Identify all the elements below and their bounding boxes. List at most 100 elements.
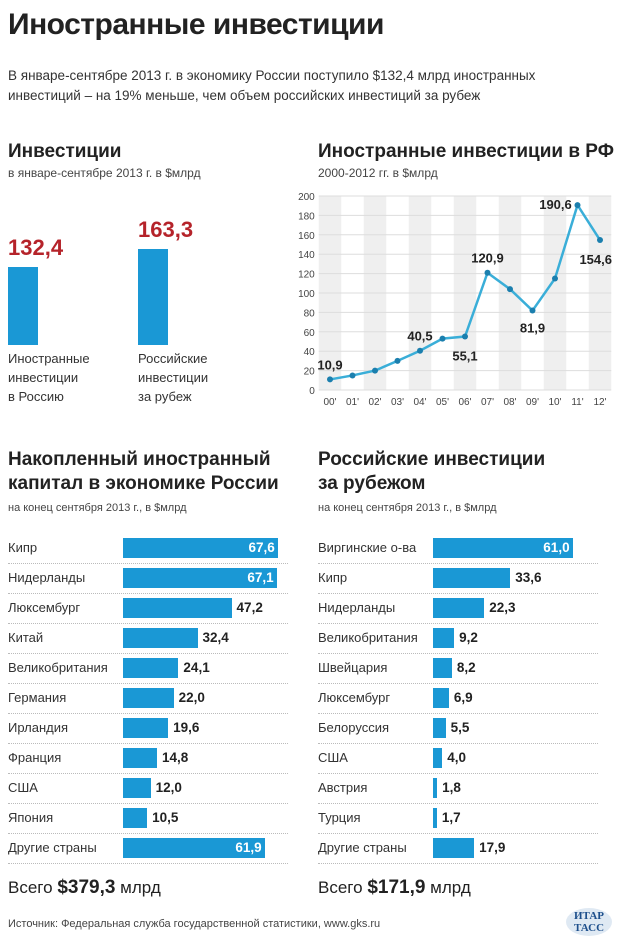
data-point [597, 237, 603, 244]
value-label: 10,5 [152, 810, 179, 825]
value-bar [433, 568, 511, 588]
value-label: 19,6 [173, 720, 200, 735]
value-bar [433, 658, 452, 678]
table-row: Австрия 1,8 [318, 773, 598, 804]
table-row: Швейцария 8,2 [318, 653, 598, 684]
value-label: 12,0 [155, 780, 182, 795]
x-tick-label: 01' [346, 397, 359, 408]
value-label: 1,8 [442, 780, 461, 795]
x-tick-label: 05' [436, 397, 449, 408]
total-value: $379,3 [57, 877, 116, 898]
country-name: США [8, 780, 38, 795]
data-label: 10,9 [317, 357, 342, 372]
lead-line-2: инвестиций – на 19% меньше, чем объем ро… [8, 88, 481, 103]
country-name: Великобритания [318, 630, 418, 645]
value-bar [123, 718, 169, 738]
value-label: 24,1 [183, 660, 210, 675]
x-tick-label: 11' [571, 397, 583, 408]
category-line: за рубеж [138, 389, 192, 404]
value-bar [433, 688, 449, 708]
value-label: 9,2 [459, 630, 478, 645]
value-bar [123, 628, 198, 648]
table-row: Япония 10,5 [8, 803, 288, 834]
y-tick-label: 140 [298, 250, 315, 261]
x-tick-label: 02' [368, 397, 381, 408]
country-name: Люксембург [318, 690, 391, 705]
value-label: 5,5 [450, 720, 470, 735]
value-label: 1,7 [441, 810, 461, 825]
data-point [484, 269, 491, 276]
line-chart-title: Иностранные инвестиции в РФ [318, 141, 614, 162]
value-label: 6,9 [453, 690, 473, 705]
value-label: 4,0 [447, 750, 466, 765]
country-name: Белоруссия [318, 720, 390, 735]
value-label: 14,8 [162, 750, 189, 765]
itar-tass-logo: ИТАР ТАСС [566, 908, 612, 936]
investment-category: Иностранные инвестиции в Россию [8, 349, 90, 406]
page-title: Иностранные инвестиции [8, 8, 384, 41]
table-row: Турция 1,7 [318, 803, 598, 834]
x-tick-label: 09' [526, 397, 539, 408]
table-row: Нидерланды 67,1 [8, 563, 288, 594]
value-bar [433, 538, 574, 558]
investment-value: 163,3 [138, 216, 194, 242]
country-name: Германия [8, 690, 67, 705]
capital-total: Всего $379,3 млрд [8, 877, 161, 899]
table-row: Нидерланды 22,3 [318, 593, 598, 624]
data-point [417, 347, 423, 354]
value-label: 32,4 [202, 630, 229, 645]
table-row: США 4,0 [318, 743, 598, 774]
table-row: США 12,0 [8, 773, 288, 804]
y-tick-label: 100 [298, 289, 315, 300]
value-label: 8,2 [456, 660, 476, 675]
x-tick-label: 10' [548, 397, 561, 408]
country-name: Австрия [318, 780, 368, 795]
x-tick-label: 00' [323, 397, 336, 408]
y-tick-label: 160 [298, 231, 315, 242]
table-row: Китай 32,4 [8, 623, 288, 654]
data-point [349, 372, 356, 379]
lead-text: В январе-сентябре 2013 г. в экономику Ро… [8, 66, 535, 106]
investment-category: Российские инвестиции за рубеж [138, 349, 208, 406]
value-bar [123, 688, 174, 708]
x-tick-label: 12' [593, 397, 606, 408]
value-bar [433, 598, 485, 618]
country-name: Франция [8, 750, 62, 765]
capital-title-line-1: Накопленный иностранный [8, 449, 271, 470]
total-prefix: Всего [318, 878, 363, 897]
abroad-total: Всего $171,9 млрд [318, 877, 471, 899]
value-label: 47,2 [236, 600, 263, 615]
investment-bar [8, 267, 38, 345]
value-bar [123, 538, 279, 558]
value-bar [433, 838, 475, 858]
country-name: США [318, 750, 348, 765]
data-point [327, 376, 333, 383]
country-name: Кипр [318, 570, 348, 585]
country-name: Люксембург [8, 600, 81, 615]
investment-bar [138, 248, 168, 345]
category-line: инвестиции [8, 370, 79, 385]
value-label: 61,9 [235, 840, 262, 855]
table-row: Другие страны 17,9 [318, 833, 598, 864]
value-bar [123, 568, 278, 588]
value-bar [123, 598, 232, 618]
table-row: Виргинские о-ва 61,0 [318, 533, 598, 564]
country-name: Великобритания [8, 660, 108, 675]
abroad-title-line-2: за рубежом [318, 473, 426, 494]
data-point [574, 202, 581, 209]
value-bar [433, 748, 443, 768]
line-chart: 0 20 40 60 80 100 120 140 160 180 200 00' 01' 02' 03' 0… [298, 192, 612, 408]
country-name: Кипр [8, 540, 38, 555]
data-point [529, 307, 536, 314]
value-bar [433, 628, 455, 648]
data-label: 40,5 [407, 329, 432, 344]
x-tick-label: 04' [413, 397, 426, 408]
capital-title-line-2: капитал в экономике России [8, 473, 279, 494]
table-row: Другие страны 61,9 [8, 833, 288, 864]
data-label: 55,1 [452, 349, 477, 364]
data-point [507, 286, 513, 293]
value-bar [433, 808, 437, 828]
table-row: Великобритания 24,1 [8, 653, 288, 684]
total-value: $171,9 [367, 877, 426, 898]
value-bar [123, 658, 179, 678]
